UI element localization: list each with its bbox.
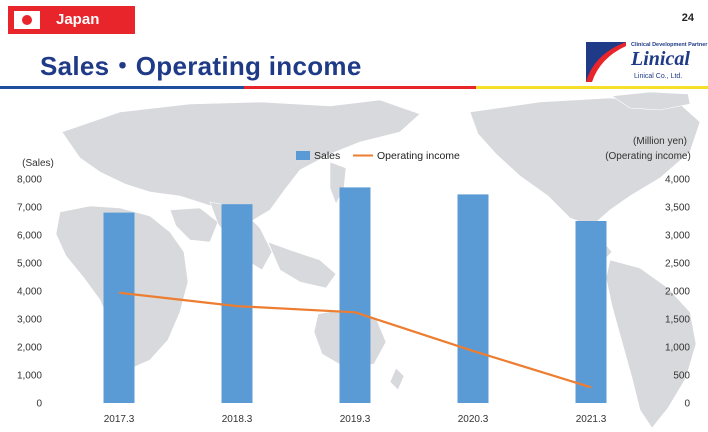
header-rule-yellow [476,86,708,89]
left-tick-label: 7,000 [17,203,42,214]
logo-company: Linical Co., Ltd. [634,73,683,80]
left-tick-label: 6,000 [17,231,42,242]
x-tick-label: 2021.3 [576,414,607,425]
company-logo: Clinical Development Partner Linical Lin… [586,42,707,84]
sales-bar [103,212,135,403]
right-tick-label: 3,500 [665,203,690,214]
chart-legend: Sales Operating income [296,150,460,162]
sales-bar [221,204,253,403]
right-tick-label: 1,500 [665,315,690,326]
right-axis-title: (Operating income) [605,151,691,162]
header-rule-red [244,86,476,89]
left-tick-label: 8,000 [17,175,42,186]
x-tick-label: 2018.3 [222,414,253,425]
sales-bar [457,194,489,403]
left-tick-label: 5,000 [17,259,42,270]
legend-swatch-sales [296,151,310,160]
left-tick-label: 4,000 [17,287,42,298]
page-title: Sales・Operating income [40,51,362,81]
right-tick-label: 0 [684,399,690,410]
left-tick-label: 1,000 [17,371,42,382]
left-tick-label: 2,000 [17,343,42,354]
x-tick-label: 2020.3 [458,414,489,425]
legend-label-sales: Sales [314,150,340,162]
sales-bar [575,221,607,403]
country-tab: Japan [8,6,135,34]
left-tick-label: 3,000 [17,315,42,326]
sales-bar [339,187,371,403]
right-axis-unit: (Million yen) [633,136,687,147]
logo-tagline: Clinical Development Partner [631,42,708,48]
left-tick-label: 0 [36,399,42,410]
left-axis-title: (Sales) [22,158,54,169]
logo-name: Linical [631,48,690,70]
right-tick-label: 1,000 [665,343,690,354]
page-number: 24 [681,12,694,24]
country-label: Japan [56,11,100,28]
right-tick-label: 2,500 [665,259,690,270]
operating-income-line [118,291,592,389]
x-tick-label: 2019.3 [340,414,371,425]
legend-label-operating-income: Operating income [377,150,460,162]
right-tick-label: 500 [673,371,690,382]
right-tick-label: 3,000 [665,231,690,242]
logo-mark-icon [586,42,626,82]
right-tick-label: 4,000 [665,175,690,186]
right-tick-label: 2,000 [665,287,690,298]
header-rule-blue [0,86,244,89]
x-tick-label: 2017.3 [104,414,135,425]
japan-flag-icon [14,11,40,29]
